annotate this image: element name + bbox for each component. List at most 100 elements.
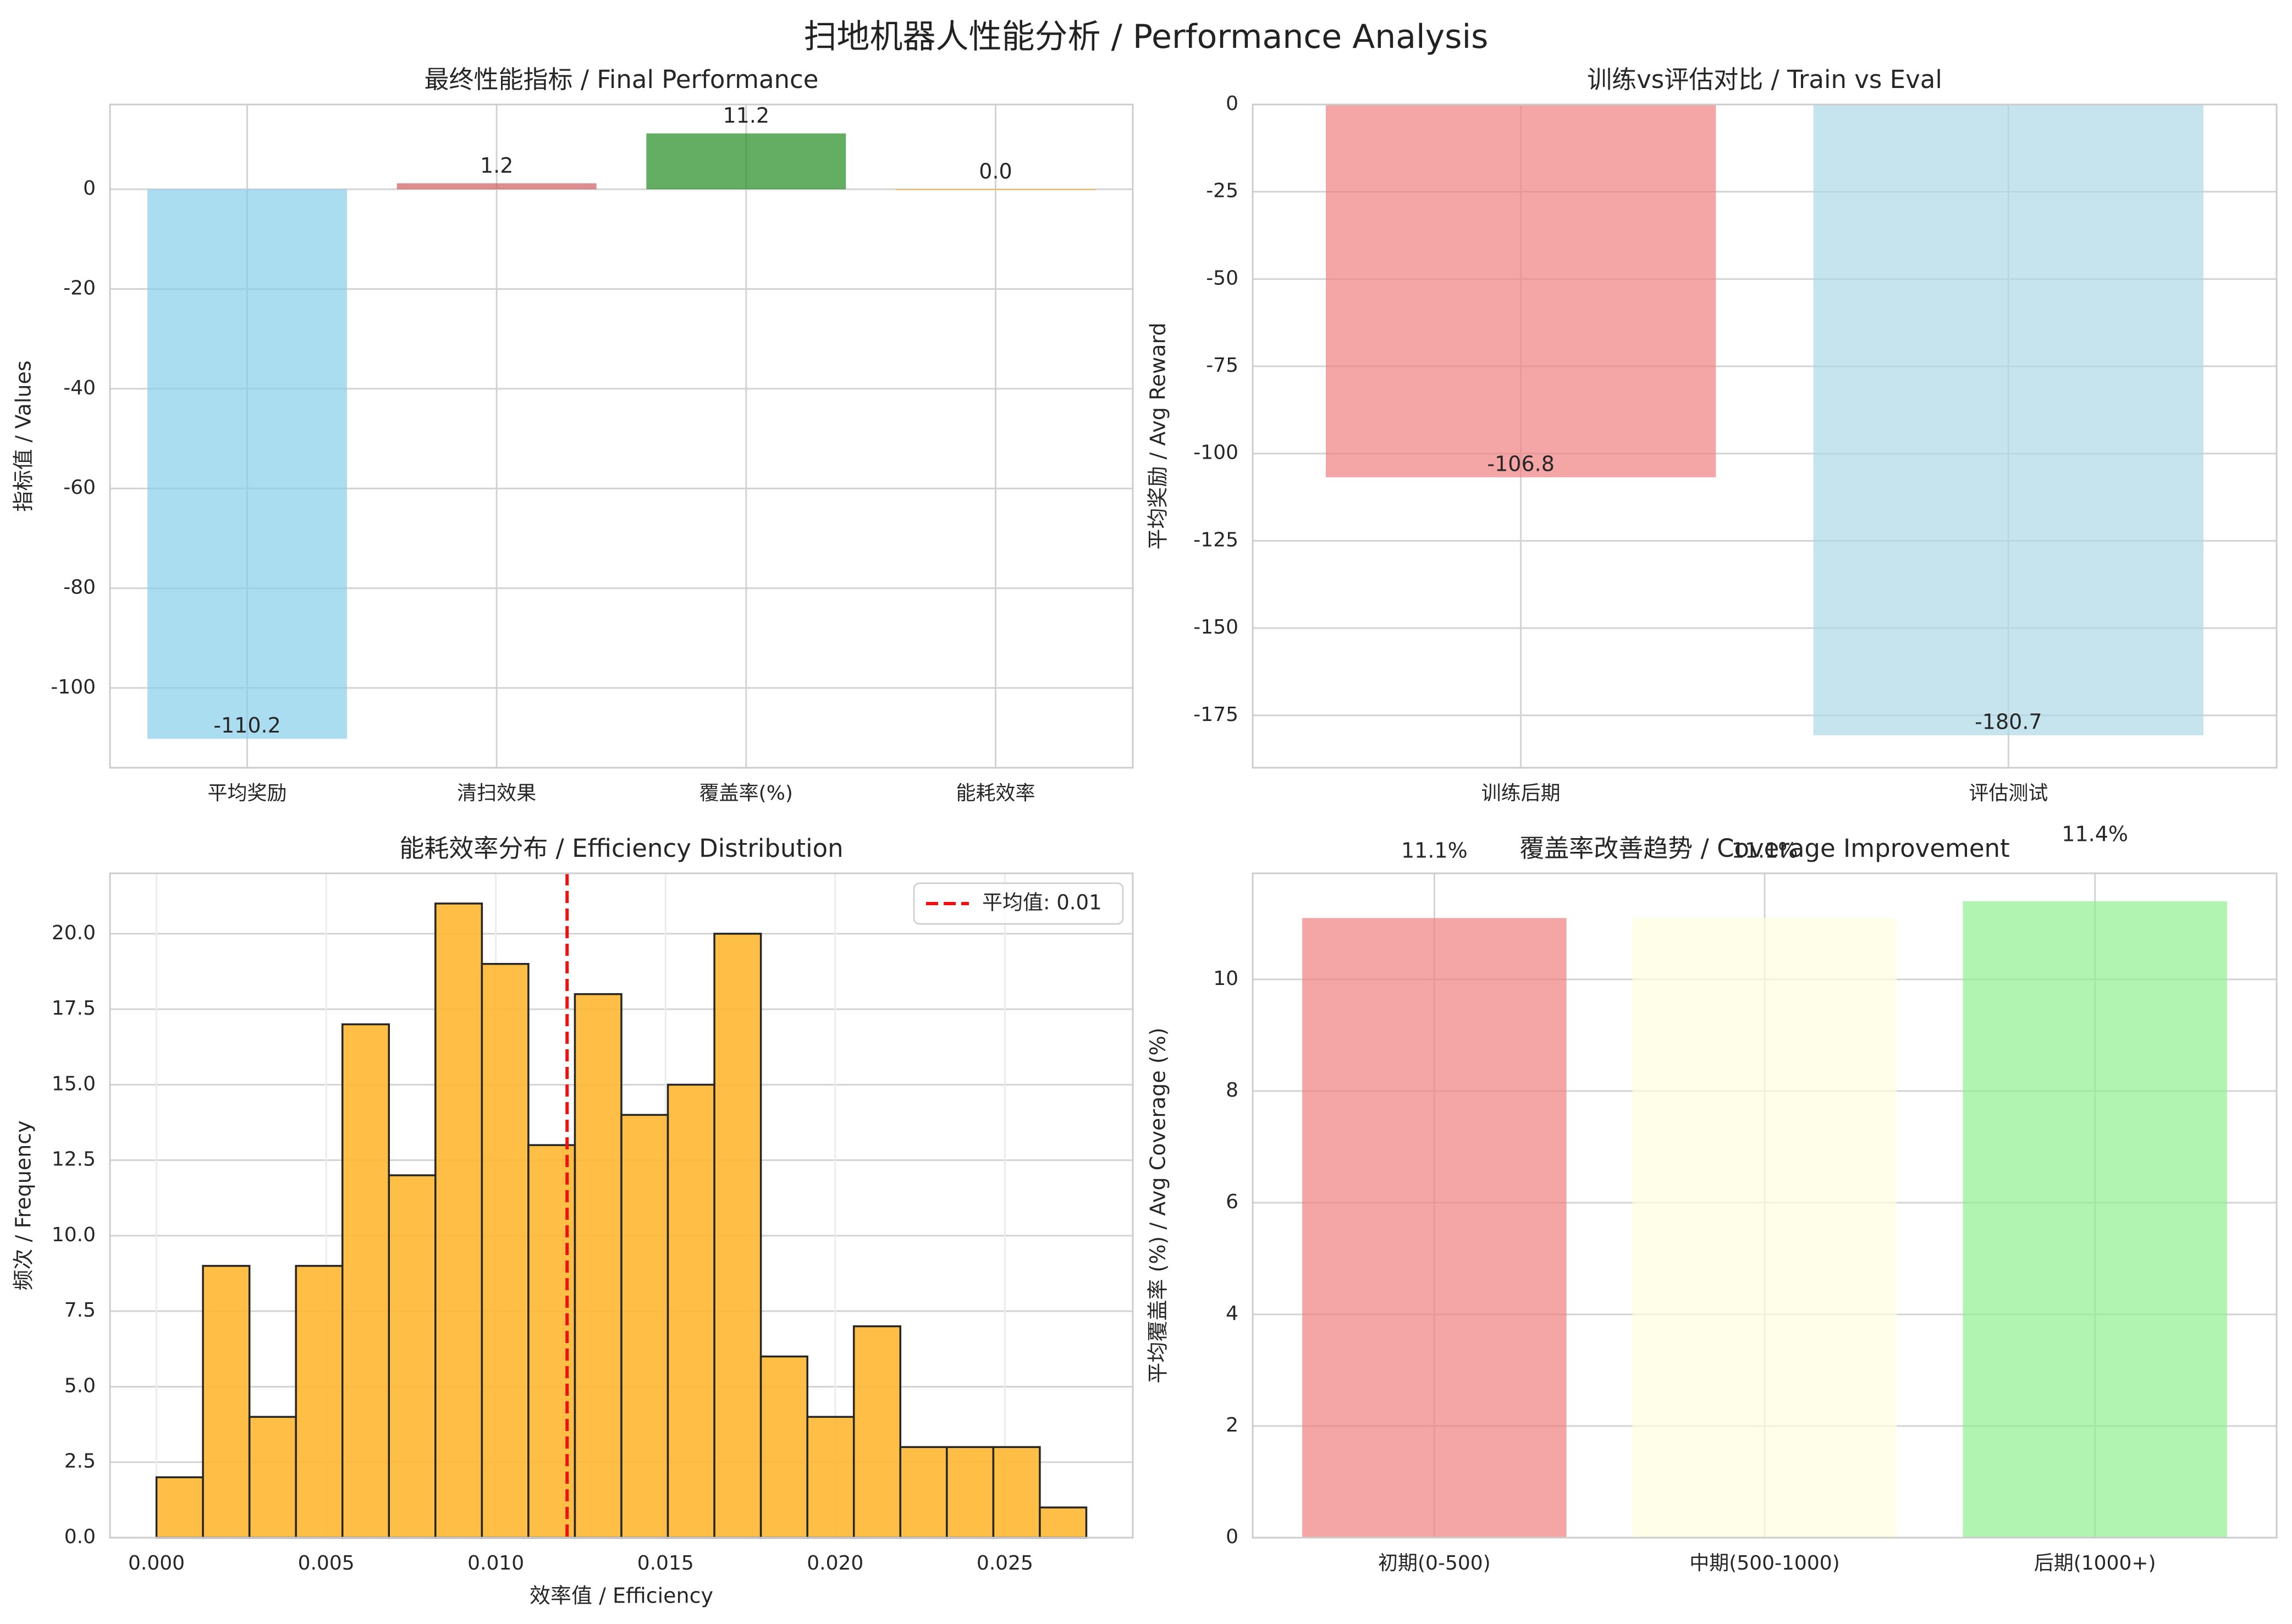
histogram-bin xyxy=(852,1325,902,1539)
y-tick-label: 15.0 xyxy=(52,1072,96,1095)
panel-title: 最终性能指标 / Final Performance xyxy=(425,65,819,94)
bar xyxy=(1302,918,1567,1538)
x-tick-label: 评估测试 xyxy=(1969,782,2048,805)
x-tick-label: 能耗效率 xyxy=(956,782,1035,805)
y-tick-label: 0.0 xyxy=(64,1526,96,1548)
y-axis-label: 指标值 / Values xyxy=(12,360,36,511)
y-tick-label: -20 xyxy=(63,277,96,300)
histogram-bin xyxy=(295,1265,344,1539)
x-tick-label: 0.010 xyxy=(467,1552,524,1575)
histogram-bin xyxy=(620,1114,669,1539)
histogram-bin xyxy=(946,1446,995,1539)
y-tick-label: 7.5 xyxy=(64,1299,96,1322)
y-tick-label: 4 xyxy=(1226,1302,1238,1325)
data-label: -110.2 xyxy=(213,713,281,737)
x-tick-label: 清扫效果 xyxy=(457,782,536,805)
y-tick-label: 0 xyxy=(1226,1526,1238,1548)
x-tick-label: 0.005 xyxy=(298,1552,355,1575)
histogram-bin xyxy=(759,1355,808,1539)
x-tick-label: 0.015 xyxy=(637,1552,694,1575)
panel-4: 0 2 4 6 8 10 11.1% 初期(0-500) 11.1% 中期(500-1000) 11… xyxy=(1146,822,2278,1575)
y-tick-label: -25 xyxy=(1206,180,1238,202)
y-tick-label: -175 xyxy=(1193,703,1238,726)
bar xyxy=(396,183,597,190)
x-tick-label: 0.000 xyxy=(128,1552,185,1575)
y-tick-label: -75 xyxy=(1206,354,1238,377)
y-tick-label: 8 xyxy=(1226,1079,1238,1102)
y-tick-label: 17.5 xyxy=(52,997,96,1020)
y-tick-label: -60 xyxy=(63,476,96,499)
y-tick-label: -40 xyxy=(63,377,96,399)
y-tick-label: 12.5 xyxy=(52,1148,96,1171)
bar xyxy=(147,189,347,739)
y-tick-label: -125 xyxy=(1193,529,1238,551)
histogram-bin xyxy=(481,962,530,1539)
y-tick-label: 5.0 xyxy=(64,1374,96,1397)
y-tick-label: 6 xyxy=(1226,1191,1238,1213)
panel-title: 能耗效率分布 / Efficiency Distribution xyxy=(399,834,843,863)
bar xyxy=(1632,918,1897,1538)
legend-frame xyxy=(913,882,1124,925)
y-tick-label: 0 xyxy=(83,177,96,200)
histogram-bin xyxy=(574,993,622,1539)
y-tick-label: -80 xyxy=(63,576,96,599)
histogram-bin xyxy=(341,1023,390,1539)
bar xyxy=(1326,104,1716,477)
y-tick-label: -100 xyxy=(51,676,96,698)
histogram-bin xyxy=(1039,1506,1088,1539)
data-label: 11.1% xyxy=(1732,839,1798,863)
bar xyxy=(1813,104,2203,735)
panel-2: 0 -25 -50 -75 -100 -125 -150 -175 -106.8 训练后期 -180… xyxy=(1146,65,2278,805)
y-tick-label: 2.5 xyxy=(64,1450,96,1473)
panel-title: 训练vs评估对比 / Train vs Eval xyxy=(1587,65,1942,94)
y-tick-label: 2 xyxy=(1226,1414,1238,1436)
data-label: -180.7 xyxy=(1975,709,2042,734)
histogram-bin xyxy=(806,1416,855,1539)
y-tick-label: 20.0 xyxy=(52,922,96,944)
legend-label: 平均值: 0.01 xyxy=(982,891,1102,915)
histogram-bin xyxy=(388,1174,437,1539)
x-tick-label: 0.025 xyxy=(977,1552,1033,1575)
bar xyxy=(896,189,1095,190)
x-tick-label: 平均奖励 xyxy=(208,782,287,805)
axes-frame xyxy=(1252,872,2278,1539)
histogram-bin xyxy=(666,1083,715,1539)
data-label: 0.0 xyxy=(979,159,1012,184)
data-label: -106.8 xyxy=(1487,452,1555,476)
x-axis-label: 效率值 / Efficiency xyxy=(530,1584,713,1608)
y-tick-label: 10.0 xyxy=(52,1224,96,1246)
data-label: 11.1% xyxy=(1401,839,1468,863)
y-tick-label: -50 xyxy=(1206,267,1238,289)
histogram-bin xyxy=(248,1416,297,1539)
data-label: 1.2 xyxy=(480,153,513,178)
y-axis-label: 平均奖励 / Avg Reward xyxy=(1146,323,1170,550)
data-label: 11.2 xyxy=(723,103,770,128)
bar xyxy=(646,133,846,190)
y-tick-label: 0 xyxy=(1226,92,1238,115)
panel-1: 0 -20 -40 -60 -80 -100 -110.2 平均奖励 1.2 清扫效果 11.2 覆盖… xyxy=(12,65,1134,805)
axes-frame xyxy=(109,872,1134,1539)
x-tick-label: 覆盖率(%) xyxy=(699,782,793,805)
histogram-bin xyxy=(899,1446,948,1539)
histogram-bin xyxy=(155,1476,204,1539)
data-label: 11.4% xyxy=(2062,822,2128,846)
x-tick-label: 初期(0-500) xyxy=(1378,1552,1491,1575)
y-axis-label: 平均覆盖率 (%) / Avg Coverage (%) xyxy=(1146,1027,1170,1383)
legend: 平均值: 0.01 xyxy=(913,882,1124,925)
panel-title: 覆盖率改善趋势 / Coverage Improvement xyxy=(1519,834,2009,863)
y-tick-label: -100 xyxy=(1193,442,1238,464)
axes-frame xyxy=(1252,103,2278,769)
bar xyxy=(1963,901,2227,1538)
histogram-bin xyxy=(992,1446,1041,1539)
x-tick-label: 训练后期 xyxy=(1481,782,1561,805)
x-tick-label: 中期(500-1000) xyxy=(1689,1552,1839,1575)
y-tick-label: 10 xyxy=(1213,967,1238,990)
histogram-bin xyxy=(434,902,483,1539)
panel-3: 0.0 2.5 5.0 7.5 10.0 12.5 15.0 17.5 20.0 0.000 0.0… xyxy=(12,834,1134,1608)
x-tick-label: 0.020 xyxy=(807,1552,863,1575)
axes-frame xyxy=(109,103,1134,769)
y-axis-label: 频次 / Frequency xyxy=(12,1120,36,1290)
x-tick-label: 后期(1000+) xyxy=(2034,1552,2156,1575)
histogram-bin xyxy=(202,1265,251,1539)
